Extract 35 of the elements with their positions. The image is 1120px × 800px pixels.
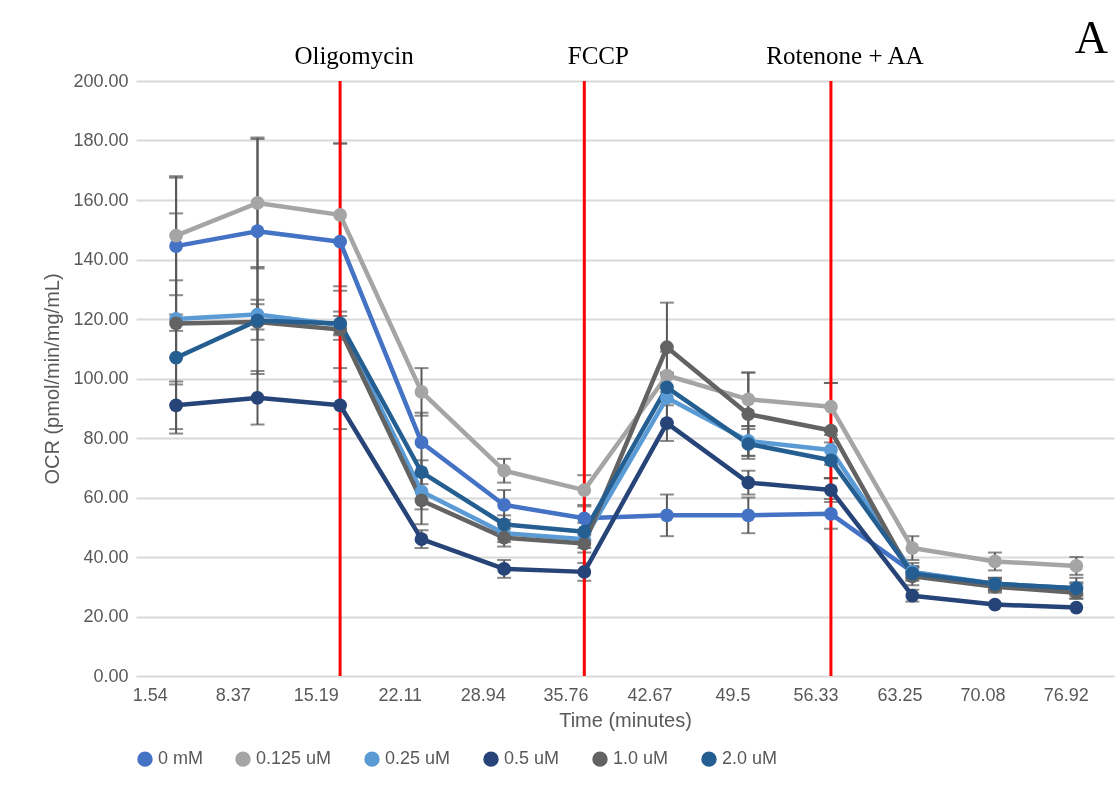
- x-axis-title: Time (minutes): [559, 708, 692, 731]
- ref-line-label: Oligomycin: [294, 42, 415, 69]
- y-tick-label: 40.00: [83, 546, 129, 567]
- y-tick-label: 100.00: [73, 368, 129, 388]
- x-tick-label: 35.76: [543, 684, 589, 705]
- x-tick-label: 22.11: [378, 684, 423, 705]
- x-tick-label: 28.94: [460, 684, 506, 705]
- ref-line-label: Rotenone + AA: [766, 42, 924, 69]
- y-tick-label: 120.00: [73, 308, 129, 329]
- x-tick-label: 76.92: [1043, 684, 1089, 705]
- x-tick-label: 63.25: [877, 684, 923, 705]
- legend-label: 0.5 uM: [504, 748, 560, 769]
- x-tick-label: 49.5: [715, 684, 751, 705]
- legend-label: 0 mM: [158, 748, 203, 769]
- legend-label: 0.25 uM: [385, 748, 451, 769]
- legend-label: 0.125 uM: [256, 748, 332, 769]
- ref-line-label: FCCP: [567, 42, 629, 69]
- x-tick-label: 8.37: [215, 684, 251, 705]
- text: A: [1074, 12, 1108, 63]
- y-tick-label: 160.00: [73, 189, 129, 210]
- y-axis-title: OCR (pmol/min/mg/mL): [41, 273, 64, 485]
- x-tick-label: 70.08: [960, 684, 1006, 705]
- y-tick-label: 20.00: [83, 606, 129, 626]
- legend-label: 1.0 uM: [613, 748, 669, 769]
- y-tick-label: 80.00: [83, 427, 129, 448]
- x-tick-label: 1.54: [132, 684, 168, 705]
- legend-label: 2.0 uM: [722, 748, 778, 769]
- y-tick-label: 180.00: [73, 130, 129, 150]
- x-tick-label: 56.33: [793, 684, 839, 705]
- y-tick-label: 140.00: [73, 249, 129, 269]
- y-tick-label: 0.00: [93, 665, 129, 686]
- x-tick-label: 42.67: [627, 684, 673, 705]
- y-tick-label: 60.00: [83, 487, 129, 507]
- x-tick-label: 15.19: [293, 684, 339, 705]
- y-tick-label: 200.00: [73, 70, 129, 91]
